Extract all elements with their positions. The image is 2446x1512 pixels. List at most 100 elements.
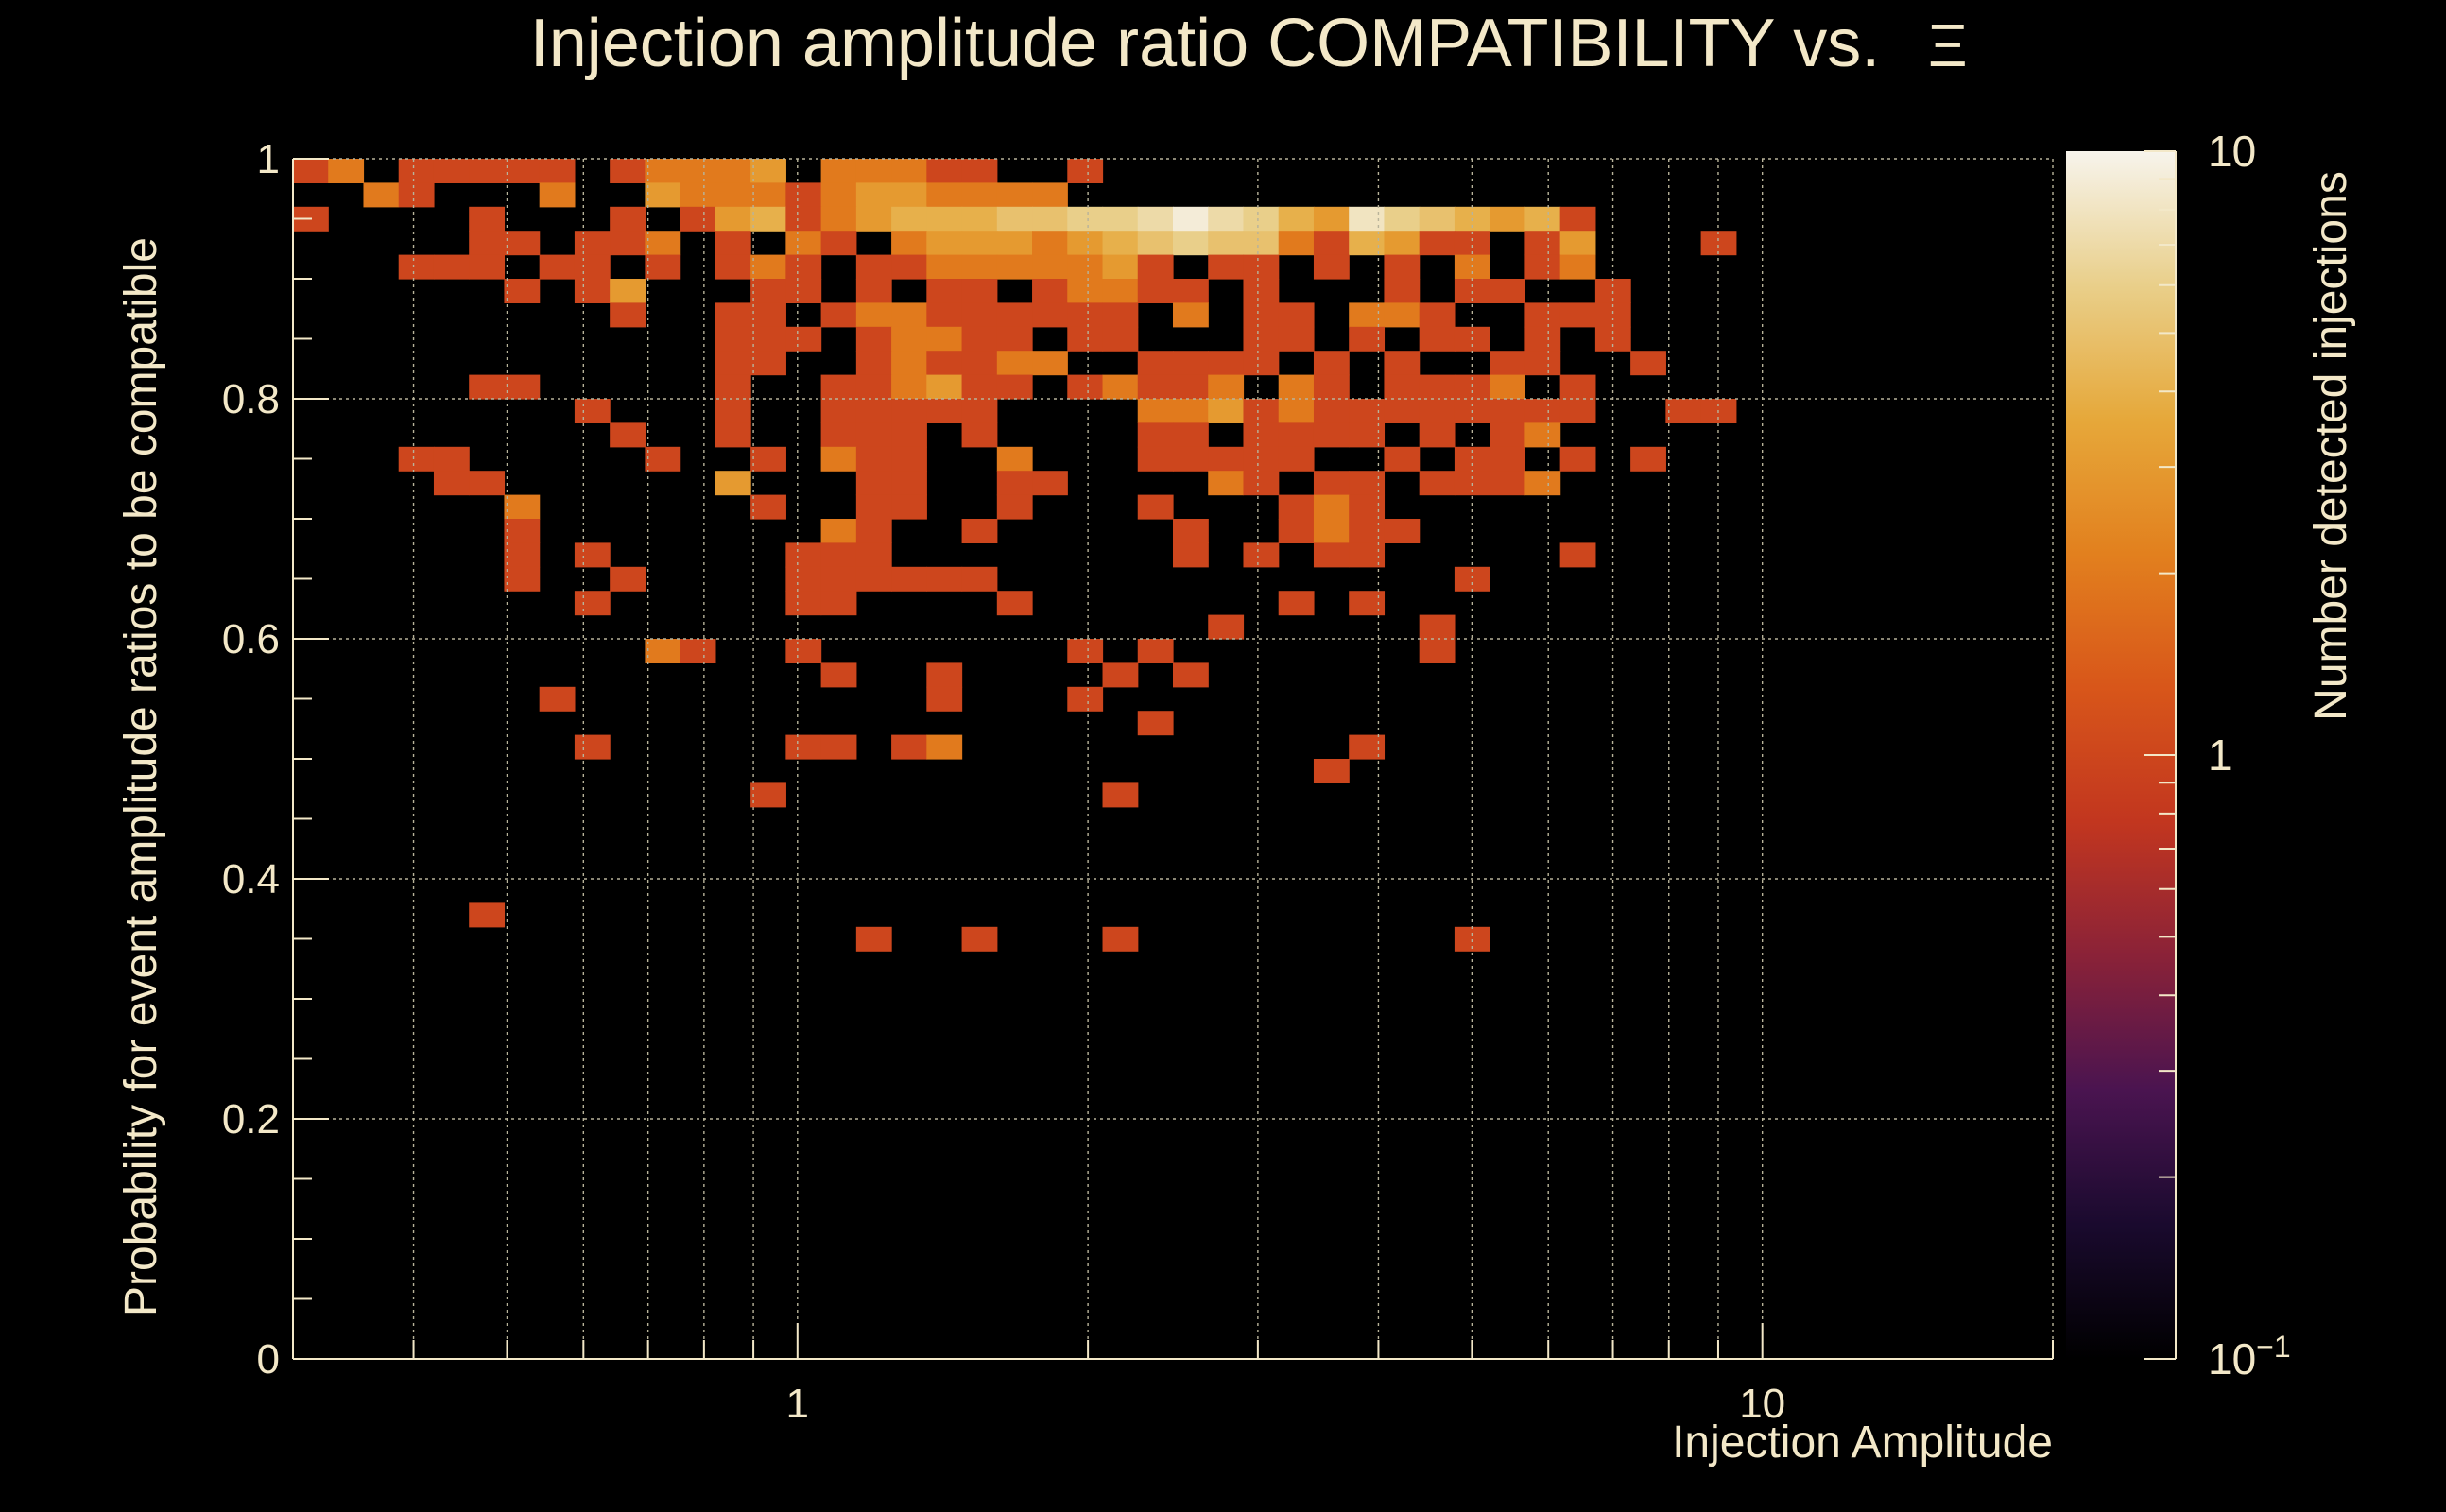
heatmap-cell [926, 566, 963, 592]
heatmap-cell [750, 159, 786, 183]
heatmap-cell [820, 734, 857, 760]
heatmap-cell [715, 159, 751, 183]
heatmap-cell [785, 254, 822, 280]
chart-title: Injection amplitude ratio COMPATIBILITY … [530, 6, 1881, 81]
heatmap-cell [750, 206, 786, 232]
heatmap-cell [1524, 471, 1561, 496]
heatmap-cell [855, 471, 892, 496]
heatmap-cell [1419, 326, 1456, 352]
y-axis-label: Probability for event amplitude ratios t… [116, 237, 166, 1316]
heatmap-cell [610, 302, 646, 328]
heatmap-cell [610, 566, 646, 592]
heatmap-cell [855, 302, 892, 328]
heatmap-cell [680, 159, 716, 183]
heatmap-cell [891, 471, 927, 496]
heatmap-cell [1102, 231, 1139, 256]
heatmap-cell [610, 231, 646, 256]
heatmap-cell [1173, 231, 1209, 256]
heatmap-cell [715, 231, 751, 256]
heatmap-cell [610, 159, 646, 183]
heatmap-cell [1243, 206, 1280, 232]
heatmap-cell [961, 326, 998, 352]
heatmap-cell [1559, 399, 1596, 423]
heatmap-cell [961, 302, 998, 328]
heatmap-cell [1137, 279, 1174, 303]
heatmap-cell [926, 374, 963, 400]
heatmap-cell [715, 351, 751, 376]
heatmap-cell [961, 254, 998, 280]
y-tick-label: 0.2 [222, 1096, 280, 1143]
heatmap-cell [1067, 686, 1104, 712]
heatmap-cell [891, 254, 927, 280]
heatmap-cell [1524, 422, 1561, 448]
heatmap-cell [1313, 519, 1350, 543]
heatmap-cell [1173, 422, 1209, 448]
heatmap-cell [1137, 639, 1174, 663]
heatmap-cell [1349, 519, 1386, 543]
heatmap-cell [398, 182, 435, 208]
heatmap-cell [1384, 399, 1421, 423]
heatmap-cell [891, 422, 927, 448]
x-axis-label: Injection Amplitude [1672, 1418, 2053, 1468]
heatmap-cell [1137, 254, 1174, 280]
heatmap-cell [1349, 471, 1386, 496]
heatmap-cell [785, 639, 822, 663]
heatmap-cell [785, 279, 822, 303]
heatmap-cell [1490, 399, 1525, 423]
heatmap-cell [1243, 302, 1280, 328]
heatmap-cell [1137, 446, 1174, 472]
heatmap-cell [996, 254, 1033, 280]
heatmap-cell [891, 326, 927, 352]
heatmap-cell [1384, 231, 1421, 256]
heatmap-cell [750, 254, 786, 280]
heatmap-cell [1137, 422, 1174, 448]
heatmap-cell [785, 591, 822, 616]
heatmap-cell [1173, 662, 1209, 688]
heatmap-cell [610, 279, 646, 303]
heatmap-cell [1524, 399, 1561, 423]
heatmap-cell [820, 399, 857, 423]
heatmap-cell [715, 422, 751, 448]
heatmap-cell [1278, 326, 1315, 352]
heatmap-cell [785, 231, 822, 256]
heatmap-cell [961, 182, 998, 208]
heatmap-cell [1559, 542, 1596, 568]
heatmap-cell [1102, 926, 1139, 952]
heatmap-cell [785, 182, 822, 208]
heatmap-cell [715, 399, 751, 423]
heatmap-cell [785, 734, 822, 760]
heatmap-cell [1349, 542, 1386, 568]
heatmap-cell [1243, 471, 1280, 496]
heatmap-cell [1173, 206, 1209, 232]
heatmap-cell [926, 182, 963, 208]
heatmap-cell [1419, 471, 1456, 496]
heatmap-cell [1419, 639, 1456, 663]
heatmap-cell [1243, 351, 1280, 376]
heatmap-cell [961, 206, 998, 232]
heatmap-cell [1208, 254, 1245, 280]
heatmap-cell [1559, 254, 1596, 280]
y-tick-label: 0.8 [222, 376, 280, 422]
heatmap-cell [961, 422, 998, 448]
heatmap-cell [996, 302, 1033, 328]
heatmap-cell [680, 639, 716, 663]
heatmap-cell [433, 446, 470, 472]
heatmap-cell [1067, 206, 1104, 232]
heatmap-cell [855, 254, 892, 280]
heatmap-cell [750, 279, 786, 303]
heatmap-cell [961, 159, 998, 183]
heatmap-cell [996, 471, 1033, 496]
heatmap-cell [1067, 302, 1104, 328]
heatmap-cell [1173, 519, 1209, 543]
heatmap-cell [1278, 302, 1315, 328]
heatmap-cell [1349, 494, 1386, 520]
heatmap-cell [1313, 422, 1350, 448]
heatmap-cell [1173, 542, 1209, 568]
x-tick-label: 1 [786, 1381, 809, 1427]
heatmap-cell [785, 542, 822, 568]
heatmap-cell [1349, 326, 1386, 352]
heatmap-cell [750, 182, 786, 208]
heatmap-cell [1454, 231, 1490, 256]
heatmap-cell [1067, 159, 1104, 183]
heatmap-cell [1137, 206, 1174, 232]
